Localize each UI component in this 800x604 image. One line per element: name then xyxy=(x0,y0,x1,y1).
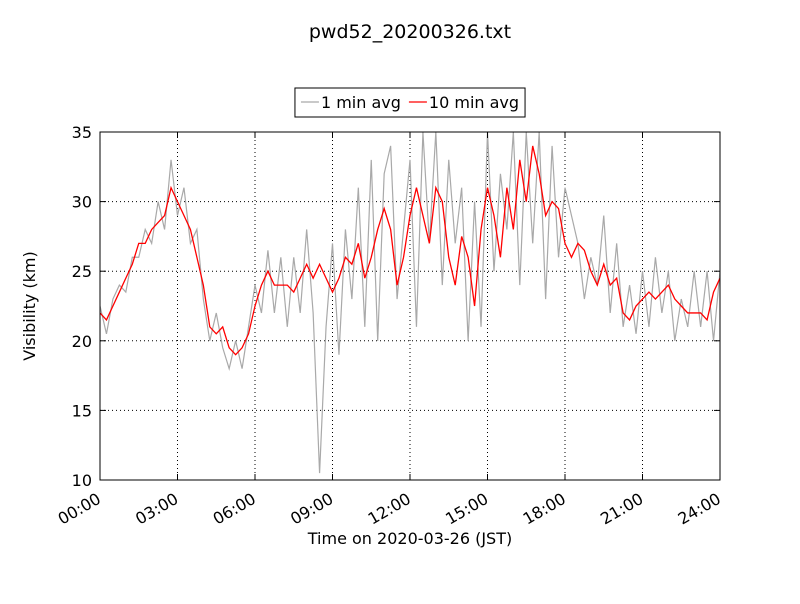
legend-label: 10 min avg xyxy=(429,93,519,112)
y-tick-label: 15 xyxy=(72,401,92,420)
series-line xyxy=(100,145,720,356)
legend: 1 min avg 10 min avg xyxy=(294,87,526,118)
y-tick-label: 25 xyxy=(72,262,92,281)
chart-title: pwd52_20200326.txt xyxy=(309,21,511,43)
legend-label: 1 min avg xyxy=(321,93,401,112)
plot-lines xyxy=(100,132,720,474)
series-line xyxy=(100,132,720,474)
y-tick-label: 20 xyxy=(72,332,92,351)
y-axis-label: Visibility (km) xyxy=(20,251,39,360)
y-tick-label: 30 xyxy=(72,193,92,212)
y-tick-label: 10 xyxy=(72,471,92,490)
x-axis-label: Time on 2020-03-26 (JST) xyxy=(307,529,512,548)
y-tick-label: 35 xyxy=(72,123,92,142)
